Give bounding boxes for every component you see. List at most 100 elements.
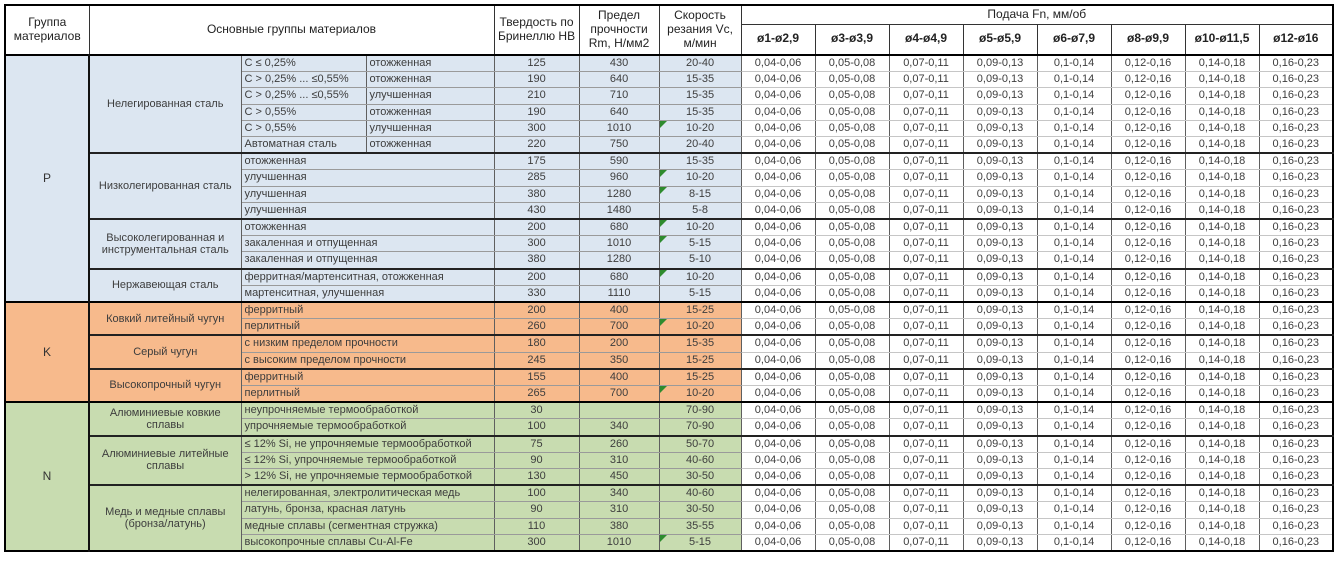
header-diameter: ø4-ø4,9 xyxy=(888,23,964,56)
material-detail-cell: перлитный xyxy=(241,385,495,403)
feed-cell: 0,05-0,08 xyxy=(815,202,890,220)
green-triangle-marker xyxy=(659,534,667,542)
strength-cell: 1280 xyxy=(579,251,660,270)
feed-cell: 0,16-0,23 xyxy=(1259,452,1334,470)
feed-cell: 0,05-0,08 xyxy=(815,518,890,535)
feed-cell: 0,09-0,13 xyxy=(963,318,1038,336)
table-row: Медь и медные сплавы (бронза/латунь) неле… xyxy=(5,484,1334,552)
feed-cell: 0,05-0,08 xyxy=(815,301,890,320)
material-detail-cell: отожженная xyxy=(241,218,495,237)
feed-cell: 0,12-0,16 xyxy=(1111,434,1186,453)
material-condition-cell: отожженная xyxy=(366,104,495,121)
feed-cell: 0,14-0,18 xyxy=(1185,285,1260,303)
feed-cell: 0,12-0,16 xyxy=(1111,385,1186,403)
feed-cell: 0,05-0,08 xyxy=(815,352,890,370)
feed-cell: 0,05-0,08 xyxy=(815,251,890,270)
speed-cell: 5-8 xyxy=(659,202,742,220)
feed-cell: 0,07-0,11 xyxy=(889,71,964,89)
feed-cell: 0,14-0,18 xyxy=(1185,235,1260,253)
feed-cell: 0,04-0,06 xyxy=(741,334,816,353)
feed-cell: 0,1-0,14 xyxy=(1037,434,1112,453)
feed-cell: 0,12-0,16 xyxy=(1111,285,1186,303)
feed-cell: 0,1-0,14 xyxy=(1037,71,1112,89)
green-triangle-marker xyxy=(659,386,667,394)
speed-cell: 10-20 xyxy=(659,318,742,336)
material-detail-cell: C > 0,25% ... ≤0,55% xyxy=(241,87,367,105)
feed-cell: 0,16-0,23 xyxy=(1259,54,1334,73)
feed-cell: 0,14-0,18 xyxy=(1185,318,1260,336)
feed-cell: 0,04-0,06 xyxy=(741,367,816,387)
feed-cell: 0,14-0,18 xyxy=(1185,434,1260,453)
table-row: C > 0,55% улучшенная 300 1010 10-20 0,04-0,06… xyxy=(5,120,1334,138)
hardness-cell: 175 xyxy=(494,152,580,171)
subgroup-name-cell: Нелегированная сталь xyxy=(89,53,242,154)
header-feed: Подача Fn, мм/об xyxy=(740,4,1334,25)
hardness-cell: 210 xyxy=(494,87,580,105)
feed-cell: 0,09-0,13 xyxy=(963,518,1038,535)
feed-cell: 0,05-0,08 xyxy=(815,54,890,73)
feed-cell: 0,12-0,16 xyxy=(1111,54,1186,73)
feed-cell: 0,07-0,11 xyxy=(889,136,964,154)
feed-cell: 0,05-0,08 xyxy=(815,218,890,237)
feed-cell: 0,04-0,06 xyxy=(741,120,816,138)
table-row: Высокопрочный чугун ферритный 155 400 15-25 0… xyxy=(5,367,1334,403)
material-detail-cell: улучшенная xyxy=(241,169,495,187)
table-row: C > 0,55% отожженная 190 640 15-35 0,04-0,06 0… xyxy=(5,104,1334,121)
feed-cell: 0,12-0,16 xyxy=(1111,518,1186,535)
hardness-cell: 100 xyxy=(494,484,580,503)
feed-cell: 0,16-0,23 xyxy=(1259,318,1334,336)
feed-cell: 0,16-0,23 xyxy=(1259,202,1334,220)
feed-cell: 0,07-0,11 xyxy=(889,367,964,387)
hardness-cell: 430 xyxy=(494,202,580,220)
green-triangle-marker xyxy=(659,270,667,277)
feed-cell: 0,09-0,13 xyxy=(963,152,1038,171)
strength-cell: 680 xyxy=(579,218,660,237)
table-row: C > 0,25% ... ≤0,55% улучшенная 210 710 15-3… xyxy=(5,87,1334,105)
subgroup-name-cell: Высокопрочный чугун xyxy=(89,367,242,403)
feed-cell: 0,09-0,13 xyxy=(963,468,1038,486)
feed-cell: 0,05-0,08 xyxy=(815,452,890,470)
hardness-cell: 260 xyxy=(494,318,580,336)
subgroup-name-cell: Низколегированная сталь xyxy=(89,152,242,220)
feed-cell: 0,16-0,23 xyxy=(1259,71,1334,89)
material-detail-cell: отожженная xyxy=(241,152,495,171)
material-detail-cell: закаленная и отпущенная xyxy=(241,251,495,270)
table-row: K Ковкий литейный чугун ферритный 200 400 15-… xyxy=(5,301,1334,403)
feed-cell: 0,12-0,16 xyxy=(1111,367,1186,387)
feed-cell: 0,05-0,08 xyxy=(815,169,890,187)
feed-cell: 0,04-0,06 xyxy=(741,418,816,437)
feed-cell: 0,12-0,16 xyxy=(1111,301,1186,320)
feed-cell: 0,12-0,16 xyxy=(1111,251,1186,270)
green-triangle-marker xyxy=(659,186,667,194)
feed-cell: 0,14-0,18 xyxy=(1185,267,1260,286)
strength-cell: 380 xyxy=(579,518,660,535)
speed-cell: 30-50 xyxy=(659,468,742,486)
strength-cell: 260 xyxy=(579,434,660,453)
material-detail-cell: C > 0,25% ... ≤0,55% xyxy=(241,71,367,89)
feed-cell: 0,05-0,08 xyxy=(815,334,890,353)
hardness-cell: 90 xyxy=(494,452,580,470)
feed-cell: 0,1-0,14 xyxy=(1037,251,1112,270)
feed-cell: 0,12-0,16 xyxy=(1111,169,1186,187)
feed-cell: 0,1-0,14 xyxy=(1037,518,1112,535)
feed-cell: 0,1-0,14 xyxy=(1037,534,1112,552)
strength-cell: 1010 xyxy=(579,534,660,552)
feed-cell: 0,14-0,18 xyxy=(1185,251,1260,270)
strength-cell: 310 xyxy=(579,501,660,519)
feed-cell: 0,1-0,14 xyxy=(1037,334,1112,353)
material-detail-cell: ≤ 12% Si, не упрочняемые термообработкой xyxy=(241,434,495,453)
feed-cell: 0,16-0,23 xyxy=(1259,267,1334,286)
feed-cell: 0,04-0,06 xyxy=(741,468,816,486)
table-row: Серый чугун с низким пределом прочности 18… xyxy=(5,334,1334,370)
strength-cell: 700 xyxy=(579,385,660,403)
feed-cell: 0,14-0,18 xyxy=(1185,501,1260,519)
strength-cell: 400 xyxy=(579,367,660,387)
hardness-cell: 200 xyxy=(494,301,580,320)
feed-cell: 0,09-0,13 xyxy=(963,418,1038,437)
feed-cell: 0,07-0,11 xyxy=(889,87,964,105)
strength-cell: 1010 xyxy=(579,235,660,253)
strength-cell: 340 xyxy=(579,484,660,503)
speed-cell: 20-40 xyxy=(659,54,742,73)
feed-cell: 0,05-0,08 xyxy=(815,534,890,552)
material-detail-cell: C > 0,55% xyxy=(241,120,367,138)
